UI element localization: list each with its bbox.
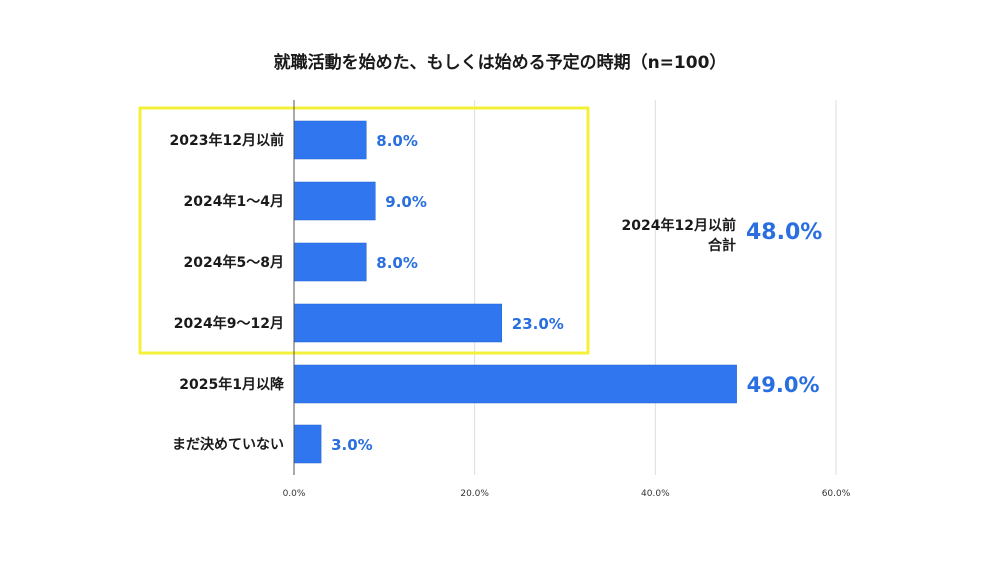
bar xyxy=(293,424,322,464)
bar xyxy=(293,120,367,160)
bar xyxy=(293,303,503,343)
category-label: 2024年1～4月 xyxy=(184,193,284,210)
category-label: 2023年12月以前 xyxy=(170,132,284,149)
category-label: 2025年1月以降 xyxy=(179,376,285,393)
group-total-value: 48.0% xyxy=(746,220,823,245)
bar xyxy=(293,364,737,404)
value-label: 23.0% xyxy=(512,315,564,333)
x-tick-label: 60.0% xyxy=(822,489,851,499)
group-total-label-line1: 2024年12月以前 xyxy=(621,218,736,234)
value-label: 8.0% xyxy=(376,132,418,150)
value-label: 9.0% xyxy=(385,193,427,211)
group-total-label: 2024年12月以前 合計 xyxy=(590,216,736,256)
bar xyxy=(293,242,367,282)
chart-title: 就職活動を始めた、もしくは始める予定の時期（n=100） xyxy=(273,53,727,73)
value-label: 49.0% xyxy=(747,373,820,397)
x-tick-label: 0.0% xyxy=(283,489,306,499)
bar xyxy=(293,181,376,221)
x-tick-label: 20.0% xyxy=(460,489,489,499)
highlight-box xyxy=(138,106,590,355)
group-total-label-line2: 合計 xyxy=(708,238,736,254)
category-label: 2024年5～8月 xyxy=(184,254,284,271)
value-label: 8.0% xyxy=(376,254,418,272)
value-label: 3.0% xyxy=(331,436,373,454)
x-tick-label: 40.0% xyxy=(641,489,670,499)
category-label: 2024年9～12月 xyxy=(174,315,284,332)
category-label: まだ決めていない xyxy=(172,436,284,453)
